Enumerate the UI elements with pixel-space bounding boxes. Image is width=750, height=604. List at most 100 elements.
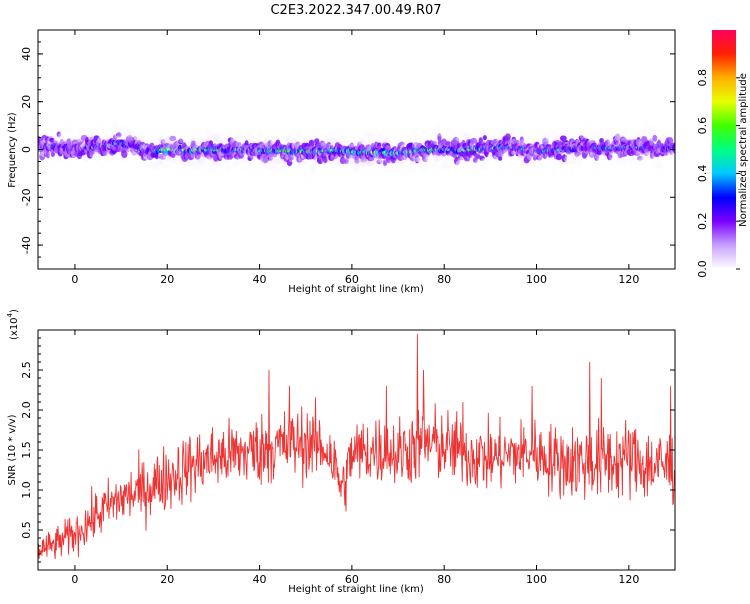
spectrogram-cell	[657, 158, 664, 164]
spectrogram-cell	[233, 160, 240, 166]
spectrogram-cell	[404, 174, 411, 179]
snr-ticks: 0 20 40 60 80 100 120 0.5 1.0 1.5 2.0 2.5	[20, 330, 675, 586]
spectrogram-cell	[298, 170, 308, 180]
spectrogram-cell	[96, 129, 104, 136]
spectrogram-cell	[535, 170, 542, 176]
spectrogram-cell	[235, 133, 243, 138]
spectrogram-x-axis-label: Height of straight line (km)	[288, 284, 424, 295]
spectrogram-cell	[188, 153, 193, 161]
spectrogram-cell	[434, 154, 440, 162]
spectrogram-cell	[473, 128, 480, 136]
spectrogram-cell	[574, 163, 583, 168]
spectrogram-cell	[507, 158, 517, 167]
spectrogram-cell	[254, 168, 262, 176]
figure-title: C2E3.2022.347.00.49.R07	[270, 3, 441, 18]
snr-y-tick-label: 0.5	[20, 521, 33, 539]
spectrogram-cell	[429, 164, 438, 171]
spectrogram-cell	[180, 177, 188, 184]
spectrogram-cell	[658, 163, 667, 169]
snr-x-tick-label: 120	[618, 573, 639, 586]
spectrogram-cell	[592, 131, 601, 139]
spectrogram-cell	[510, 114, 517, 123]
spectrogram-x-tick-label: 40	[253, 273, 267, 286]
spectrogram-cell	[134, 135, 143, 143]
spectrogram-cell	[423, 157, 430, 166]
spectrogram-cell	[286, 128, 295, 136]
spectrogram-cell	[148, 135, 155, 143]
spectrogram-cell	[436, 128, 445, 137]
spectrogram-cell	[661, 132, 668, 140]
spectrogram-cell	[608, 158, 614, 166]
spectrogram-y-tick-label: 40	[20, 47, 33, 61]
spectrogram-cell	[51, 155, 58, 164]
spectrogram-cell	[634, 150, 640, 156]
spectrogram-cell	[478, 137, 483, 144]
spectrogram-cell	[532, 155, 537, 161]
spectrogram-x-tick-label: 60	[345, 273, 359, 286]
spectrogram-cell	[479, 127, 486, 137]
spectrogram-cell	[193, 163, 201, 170]
spectrogram-cell	[359, 135, 365, 143]
spectrogram-cell	[330, 140, 336, 149]
spectrogram-cell	[637, 157, 647, 166]
spectrogram-cell	[564, 153, 572, 160]
spectrogram-cell	[474, 152, 481, 159]
spectrogram-cell	[143, 130, 150, 139]
spectrogram-cell	[272, 162, 282, 172]
spectrogram-cell	[651, 156, 659, 161]
spectrogram-cell	[482, 135, 487, 141]
spectrogram-cell	[422, 169, 429, 179]
spectrogram-cell	[123, 123, 130, 129]
spectrogram-y-tick-label: -20	[20, 188, 33, 206]
spectrogram-cell	[464, 132, 474, 139]
snr-scale-prefix: (x10	[9, 317, 20, 340]
spectrogram-cell	[670, 152, 675, 160]
spectrogram-cell	[162, 161, 170, 169]
spectrogram-cell	[203, 127, 212, 134]
spectrogram-cell	[614, 133, 622, 140]
spectrogram-cell	[325, 135, 332, 144]
spectrogram-cell	[351, 167, 360, 175]
spectrogram-cell	[473, 160, 481, 170]
spectrogram-cell	[383, 137, 392, 145]
spectrogram-cell	[96, 165, 106, 171]
spectrogram-cell	[209, 165, 217, 172]
spectrogram-cell	[614, 133, 621, 142]
snr-scale-label: (x104)	[6, 309, 20, 340]
snr-y-axis-label: SNR (10 * v/v)	[7, 414, 18, 485]
spectrogram-cell	[169, 135, 177, 142]
spectrogram-cell	[504, 133, 511, 141]
spectrogram-cell	[196, 160, 205, 170]
spectrogram-cell	[584, 123, 592, 130]
spectrogram-cell	[205, 160, 212, 165]
spectrogram-cell	[388, 162, 396, 169]
spectrogram-cell	[369, 135, 377, 144]
spectrogram-cell	[576, 164, 583, 173]
spectrogram-cell	[185, 160, 191, 167]
spectrogram-cell	[405, 136, 413, 143]
spectrogram-y-axis-label: Frequency (Hz)	[7, 112, 18, 188]
spectrogram-cell	[88, 149, 96, 155]
spectrogram-cell	[397, 162, 404, 168]
spectrogram-cell	[354, 162, 360, 168]
spectrogram-cell	[414, 157, 421, 163]
snr-x-tick-label: 20	[160, 573, 174, 586]
spectrogram-cell	[222, 167, 230, 174]
spectrogram-cell	[231, 159, 241, 169]
spectrogram-cell	[637, 129, 647, 136]
snr-scale-suffix: )	[9, 309, 20, 313]
spectrogram-cell	[610, 158, 620, 168]
spectrogram-cell	[508, 122, 514, 130]
colorbar-tick-label: 0.8	[696, 69, 709, 87]
spectrogram-cell	[558, 161, 565, 168]
spectrogram-cell	[383, 159, 388, 167]
spectrogram-cell	[528, 162, 535, 169]
spectrogram-cell	[397, 169, 406, 176]
spectrogram-cell	[282, 132, 290, 139]
spectrogram-cell	[428, 163, 434, 173]
snr-line-series	[38, 333, 675, 560]
spectrogram-cell	[562, 164, 569, 170]
spectrogram-cell	[648, 124, 656, 132]
spectrogram-cell	[215, 159, 223, 168]
